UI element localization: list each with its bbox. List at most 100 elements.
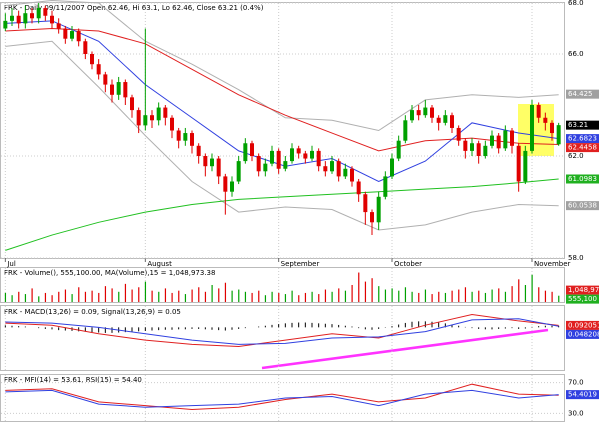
candle-body [110, 84, 114, 95]
volume-bar [124, 283, 127, 302]
candle-body [90, 54, 94, 65]
volume-bar [138, 287, 140, 302]
volume-bar [231, 290, 233, 302]
candle-body [83, 41, 88, 54]
candle-body [203, 156, 208, 167]
candle-body [23, 13, 28, 24]
volume-bar [178, 290, 180, 302]
candle-body [496, 135, 501, 149]
volume-bar [171, 292, 173, 302]
candle-body [416, 110, 421, 116]
volume-bar [104, 286, 107, 302]
volume-bar [264, 295, 267, 302]
volume-bar [478, 290, 480, 302]
volume-bar [538, 287, 540, 302]
candle-body [170, 117, 174, 131]
candle-body [276, 150, 281, 169]
volume-bar [131, 289, 133, 302]
candle-body [343, 168, 348, 177]
volume-bar [211, 285, 213, 302]
volume-bar [424, 289, 427, 302]
trend-line [261, 328, 549, 370]
volume-bar [284, 294, 287, 302]
candle-body [216, 158, 221, 177]
candle-body [190, 133, 194, 146]
volume-bar [204, 291, 207, 302]
overlay-line [5, 178, 559, 251]
price-label-box [566, 320, 599, 330]
candle-body [150, 115, 154, 121]
volume-bar [311, 291, 313, 302]
volume-bar [351, 285, 353, 302]
candle-body [383, 176, 388, 197]
volume-bar [31, 288, 33, 302]
macd-panel [0, 305, 565, 371]
overlay-line [5, 0, 559, 132]
price-label: 0.048208 [568, 330, 600, 338]
candle-body [483, 145, 488, 156]
macd-line [5, 314, 559, 348]
candle-body [390, 158, 394, 177]
price-label: 0.092051 [568, 321, 600, 329]
highlight-box [518, 104, 554, 156]
candle-body [176, 130, 181, 141]
volume-bar [118, 291, 120, 302]
volume-bar [358, 272, 360, 302]
candle-body [536, 105, 541, 118]
candle-body [543, 117, 548, 123]
volume-bar [4, 292, 7, 302]
y-tick-label: 58.0 [568, 254, 584, 262]
candle-body [263, 163, 268, 172]
candle-body [430, 107, 434, 118]
volume-bar [78, 287, 80, 302]
price-label-box [566, 294, 599, 304]
candle-body [470, 143, 474, 151]
candle-body [243, 143, 248, 162]
candle-body [503, 130, 508, 149]
volume-bar [271, 291, 273, 302]
volume-bar [38, 296, 40, 302]
volume-bar [418, 292, 420, 302]
candle-body [43, 8, 48, 16]
volume-bar [258, 290, 260, 302]
volume-bar [338, 288, 340, 302]
candle-body [143, 115, 148, 126]
candle-body [163, 107, 168, 118]
price-label: 61.0983 [568, 175, 597, 183]
volume-bar [484, 292, 487, 302]
candle-body [96, 64, 101, 75]
candle-body [196, 145, 201, 156]
candle-body [136, 110, 141, 126]
volume-bar [504, 291, 507, 302]
price-label: 63.21 [568, 121, 588, 129]
candle-body [370, 212, 374, 223]
volume-bar [551, 291, 553, 302]
candle-body [16, 15, 21, 24]
candle-body [330, 161, 334, 172]
candle-body [350, 168, 354, 182]
candle-body [523, 150, 528, 182]
candle-body [210, 158, 214, 167]
price-label: 555,100 [568, 295, 597, 303]
candle-body [10, 15, 14, 21]
volume-bar [318, 294, 320, 302]
candle-body [63, 28, 68, 39]
macd-line [5, 318, 559, 345]
candle-body [476, 143, 481, 156]
candle-body [56, 23, 61, 29]
volume-bar [471, 291, 473, 302]
volume-bar [438, 291, 440, 302]
volume-bar [384, 289, 387, 302]
price-label-box [566, 89, 599, 99]
y-tick-label: 66.0 [568, 50, 584, 58]
volume-bar [524, 285, 527, 302]
volume-bar [18, 291, 20, 302]
candle-body [396, 140, 401, 159]
candle-body [316, 150, 321, 167]
volume-bar [291, 290, 293, 302]
volume-bar [11, 295, 13, 302]
candle-body [130, 97, 134, 111]
volume-bar [544, 290, 547, 302]
price-label: 62.4458 [568, 144, 597, 152]
